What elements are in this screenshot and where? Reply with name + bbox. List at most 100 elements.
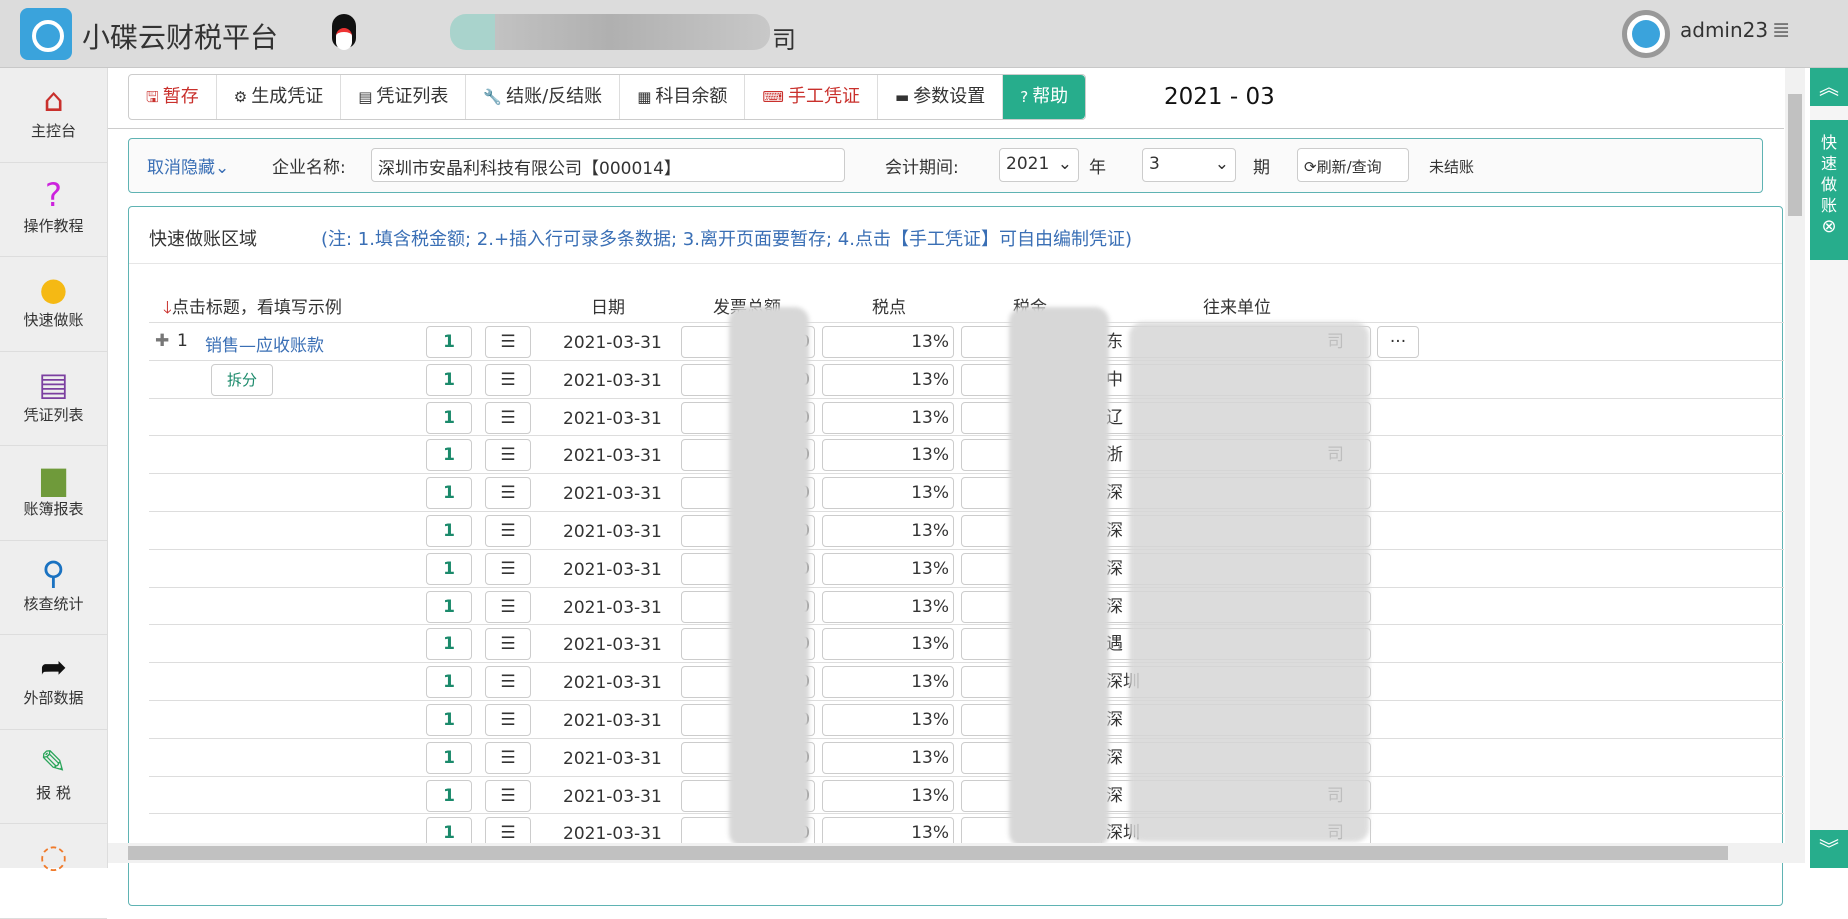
rate-input[interactable]: 13% [822, 552, 954, 585]
count-input[interactable]: 1 [426, 326, 472, 358]
toolbar-button[interactable]: ▦ 科目余额 [620, 75, 746, 119]
divider [129, 263, 1782, 264]
list-button[interactable]: ☰ [485, 439, 531, 472]
date-cell[interactable]: 2021-03-31 [563, 446, 662, 467]
count-input[interactable]: 1 [426, 590, 472, 623]
table-row: 1☰2021-03-31.0013%5.93辽 [149, 397, 1784, 436]
list-button[interactable]: ☰ [485, 779, 531, 812]
toolbar-button[interactable]: ⚙ 生成凭证 [217, 75, 342, 119]
date-cell[interactable]: 2021-03-31 [563, 408, 662, 429]
split-button[interactable]: 拆分 [211, 363, 273, 396]
sidebar-item[interactable]: ▆ 账簿报表 [0, 446, 107, 541]
blur-mask [1009, 307, 1109, 847]
date-cell[interactable]: 2021-03-31 [563, 786, 662, 807]
col-date: 日期 [591, 298, 625, 318]
list-button[interactable]: ☰ [485, 741, 531, 774]
count-input[interactable]: 1 [426, 439, 472, 472]
qq-icon[interactable] [332, 14, 356, 50]
list-button[interactable]: ☰ [485, 326, 531, 358]
rate-input[interactable]: 13% [822, 439, 954, 472]
count-input[interactable]: 1 [426, 552, 472, 585]
vertical-scrollbar[interactable] [1785, 68, 1805, 843]
toolbar-button[interactable]: ▤ 凭证列表 [341, 75, 467, 119]
sidebar-item[interactable]: ▤ 凭证列表 [0, 352, 107, 446]
list-button[interactable]: ☰ [485, 704, 531, 736]
list-button[interactable]: ☰ [485, 477, 531, 510]
plus-icon[interactable]: ✚ [155, 331, 170, 351]
toolbar-button[interactable]: 🖫 暂存 [129, 75, 217, 119]
date-cell[interactable]: 2021-03-31 [563, 484, 662, 505]
date-cell[interactable]: 2021-03-31 [563, 597, 662, 618]
menu-icon[interactable]: ≣ [1772, 18, 1791, 43]
rate-input[interactable]: 13% [822, 779, 954, 812]
sidebar-item[interactable]: ◌ [0, 824, 107, 919]
rate-input[interactable]: 13% [822, 741, 954, 774]
list-button[interactable]: ☰ [485, 666, 531, 699]
sidebar: ⌂ 主控台? 操作教程 ● 快速做账 ▤ 凭证列表 ▆ 账簿报表 ⚲ 核查统计 ➦ 外部数据 ✎ 报 税 ◌ [0, 68, 108, 919]
count-input[interactable]: 1 [426, 628, 472, 661]
entry-name-link[interactable]: 销售—应收账款 [205, 336, 324, 356]
company-name-input[interactable]: 深圳市安晶利科技有限公司【000014】 [371, 148, 845, 182]
list-button[interactable]: ☰ [485, 401, 531, 434]
toolbar-icon: 🖫 [146, 88, 159, 106]
toolbar-button[interactable]: ? 帮助 [1003, 75, 1086, 119]
count-input[interactable]: 1 [426, 401, 472, 434]
toolbar-icon: ⚙ [233, 88, 248, 106]
count-input[interactable]: 1 [426, 779, 472, 812]
more-button[interactable]: ··· [1377, 326, 1419, 358]
sidebar-item[interactable]: ➦ 外部数据 [0, 635, 107, 730]
scrollbar-thumb[interactable] [1788, 94, 1802, 216]
date-cell[interactable]: 2021-03-31 [563, 559, 662, 580]
toggle-hidden-link[interactable]: 取消隐藏⌄ [147, 158, 230, 178]
rate-input[interactable]: 13% [822, 477, 954, 510]
rate-input[interactable]: 13% [822, 326, 954, 358]
date-cell[interactable]: 2021-03-31 [563, 711, 662, 731]
list-button[interactable]: ☰ [485, 552, 531, 585]
rate-input[interactable]: 13% [822, 363, 954, 396]
avatar[interactable] [1622, 10, 1670, 58]
rate-input[interactable]: 13% [822, 628, 954, 661]
year-select[interactable]: 2021 ⌄ [999, 148, 1079, 182]
username[interactable]: admin23 [1680, 18, 1769, 42]
sidebar-item[interactable]: ● 快速做账 [0, 257, 107, 352]
quick-entry-toggle[interactable]: 快速做账 ⊗ [1810, 120, 1848, 260]
list-button[interactable]: ☰ [485, 363, 531, 396]
count-input[interactable]: 1 [426, 515, 472, 547]
refresh-button[interactable]: ⟳刷新/查询 [1297, 148, 1409, 182]
toolbar-button[interactable]: ▬ 参数设置 [878, 75, 1004, 119]
list-button[interactable]: ☰ [485, 515, 531, 547]
sidebar-item[interactable]: ⚲ 核查统计 [0, 541, 107, 635]
rate-input[interactable]: 13% [822, 666, 954, 699]
list-button[interactable]: ☰ [485, 628, 531, 661]
count-input[interactable]: 1 [426, 363, 472, 396]
scrollbar-thumb[interactable] [128, 846, 1728, 860]
date-cell[interactable]: 2021-03-31 [563, 333, 662, 353]
list-button[interactable]: ☰ [485, 590, 531, 623]
sidebar-item[interactable]: ? 操作教程 [0, 163, 107, 257]
sidebar-item[interactable]: ✎ 报 税 [0, 730, 107, 824]
date-cell[interactable]: 2021-03-31 [563, 824, 662, 845]
count-input[interactable]: 1 [426, 704, 472, 736]
horizontal-scrollbar[interactable] [108, 843, 1805, 863]
chevron-down-icon[interactable]: ︾ [1810, 830, 1848, 868]
date-cell[interactable]: 2021-03-31 [563, 635, 662, 656]
count-input[interactable]: 1 [426, 477, 472, 510]
sidebar-item[interactable]: ⌂ 主控台 [0, 68, 107, 163]
date-cell[interactable]: 2021-03-31 [563, 673, 662, 694]
toolbar-button[interactable]: ⌨ 手工凭证 [745, 75, 879, 119]
month-select[interactable]: 3 ⌄ [1142, 148, 1236, 182]
toolbar-button[interactable]: 🔧 结账/反结账 [466, 75, 621, 119]
example-hint[interactable]: 🡓点击标题，看填写示例 [163, 298, 342, 318]
close-icon[interactable]: ⊗ [1821, 216, 1837, 237]
chevron-up-icon[interactable]: ︽ [1810, 68, 1848, 106]
table-row: 1☰2021-03-318 013%67深司 [149, 775, 1784, 814]
rate-input[interactable]: 13% [822, 590, 954, 623]
date-cell[interactable]: 2021-03-31 [563, 748, 662, 769]
rate-input[interactable]: 13% [822, 515, 954, 547]
count-input[interactable]: 1 [426, 666, 472, 699]
count-input[interactable]: 1 [426, 741, 472, 774]
date-cell[interactable]: 2021-03-31 [563, 522, 662, 542]
rate-input[interactable]: 13% [822, 401, 954, 434]
rate-input[interactable]: 13% [822, 704, 954, 736]
date-cell[interactable]: 2021-03-31 [563, 370, 662, 391]
